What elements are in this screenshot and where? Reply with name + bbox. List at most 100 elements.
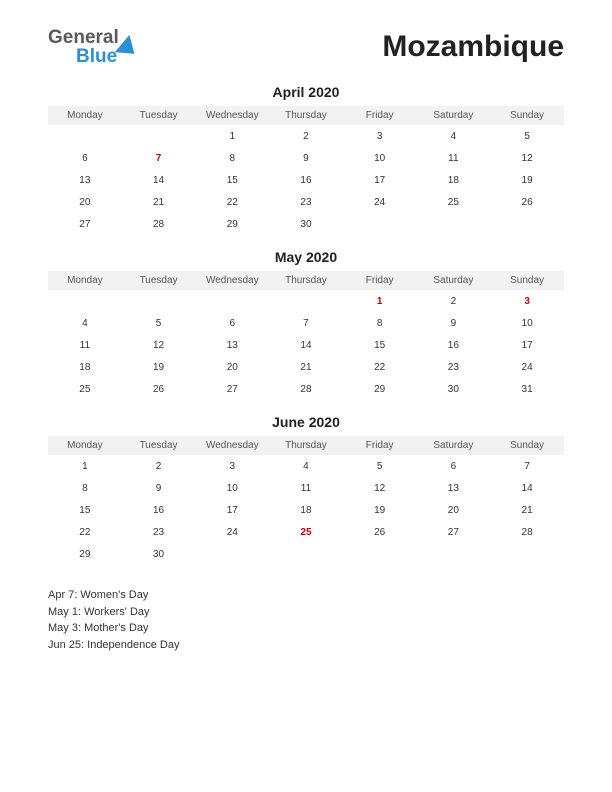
calendar-day-cell: 1 xyxy=(48,455,122,477)
calendar-day-cell: 6 xyxy=(48,147,122,169)
calendar-week-row: 22232425262728 xyxy=(48,521,564,543)
calendar-day-cell: 21 xyxy=(122,191,196,213)
calendar-day-cell: 3 xyxy=(195,455,269,477)
day-header: Monday xyxy=(48,436,122,455)
calendar-day-cell: 24 xyxy=(195,521,269,543)
calendar-day-cell: 19 xyxy=(122,356,196,378)
calendar-day-cell: 5 xyxy=(490,125,564,147)
calendar-week-row: 18192021222324 xyxy=(48,356,564,378)
calendar-day-cell: 11 xyxy=(269,477,343,499)
day-header: Saturday xyxy=(417,271,491,290)
day-header: Wednesday xyxy=(195,106,269,125)
calendar-week-row: 123 xyxy=(48,290,564,312)
logo-bottom: Blue xyxy=(48,47,119,66)
calendar-week-row: 1234567 xyxy=(48,455,564,477)
calendar-day-cell: 6 xyxy=(417,455,491,477)
calendar-day-cell: 23 xyxy=(122,521,196,543)
logo-top: General xyxy=(48,27,119,48)
calendar-day-cell: 9 xyxy=(122,477,196,499)
calendar-week-row: 15161718192021 xyxy=(48,499,564,521)
month-title: May 2020 xyxy=(48,249,564,265)
calendar-week-row: 25262728293031 xyxy=(48,378,564,400)
calendar-week-row: 11121314151617 xyxy=(48,334,564,356)
calendar-day-cell: 18 xyxy=(48,356,122,378)
calendar-day-cell: 12 xyxy=(122,334,196,356)
calendar-day-cell: 14 xyxy=(490,477,564,499)
calendar-day-cell xyxy=(343,543,417,565)
calendar-day-cell: 19 xyxy=(490,169,564,191)
calendar-day-cell: 11 xyxy=(48,334,122,356)
calendar-day-cell: 29 xyxy=(343,378,417,400)
calendar-day-cell xyxy=(122,290,196,312)
day-header: Saturday xyxy=(417,436,491,455)
calendar-day-cell: 2 xyxy=(269,125,343,147)
logo-triangle-icon xyxy=(115,34,139,54)
calendar-day-cell: 26 xyxy=(343,521,417,543)
calendar-day-cell: 18 xyxy=(269,499,343,521)
calendar-day-cell: 20 xyxy=(195,356,269,378)
month-block: April 2020 MondayTuesdayWednesdayThursday… xyxy=(48,84,564,235)
calendar-day-cell: 15 xyxy=(195,169,269,191)
calendar-day-cell: 4 xyxy=(48,312,122,334)
calendar-day-cell xyxy=(48,125,122,147)
day-header: Tuesday xyxy=(122,436,196,455)
day-header: Thursday xyxy=(269,271,343,290)
calendar-day-cell: 12 xyxy=(343,477,417,499)
calendar-day-cell: 21 xyxy=(490,499,564,521)
header-row: General Blue Mozambique xyxy=(48,28,564,66)
calendar-day-cell: 16 xyxy=(269,169,343,191)
month-block: June 2020MondayTuesdayWednesdayThursdayF… xyxy=(48,414,564,565)
calendar-day-cell: 10 xyxy=(195,477,269,499)
calendar-day-cell: 2 xyxy=(417,290,491,312)
calendar-day-cell: 20 xyxy=(48,191,122,213)
calendar-day-cell xyxy=(122,125,196,147)
holiday-line: May 3: Mother's Day xyxy=(48,620,564,637)
calendars-container: April 2020MondayTuesdayWednesdayThursday… xyxy=(48,84,564,565)
calendar-day-cell: 10 xyxy=(343,147,417,169)
calendar-day-cell: 10 xyxy=(490,312,564,334)
calendar-day-cell: 30 xyxy=(269,213,343,235)
calendar-day-cell: 4 xyxy=(269,455,343,477)
month-title: April 2020 xyxy=(48,84,564,100)
calendar-day-cell: 28 xyxy=(122,213,196,235)
calendar-day-cell: 25 xyxy=(417,191,491,213)
calendar-day-cell: 25 xyxy=(269,521,343,543)
calendar-day-cell: 13 xyxy=(195,334,269,356)
calendar-day-cell xyxy=(490,543,564,565)
calendar-week-row: 45678910 xyxy=(48,312,564,334)
calendar-week-row: 6789101112 xyxy=(48,147,564,169)
calendar-day-cell: 24 xyxy=(343,191,417,213)
calendar-table: MondayTuesdayWednesdayThursdayFridaySatu… xyxy=(48,106,564,235)
day-header: Monday xyxy=(48,106,122,125)
calendar-week-row: 12345 xyxy=(48,125,564,147)
holiday-line: May 1: Workers' Day xyxy=(48,604,564,621)
calendar-day-cell: 17 xyxy=(195,499,269,521)
calendar-table: MondayTuesdayWednesdayThursdayFridaySatu… xyxy=(48,271,564,400)
calendar-day-cell xyxy=(417,543,491,565)
holiday-line: Jun 25: Independence Day xyxy=(48,637,564,654)
calendar-day-cell: 7 xyxy=(269,312,343,334)
calendar-day-cell: 8 xyxy=(343,312,417,334)
day-header: Wednesday xyxy=(195,436,269,455)
calendar-day-cell: 13 xyxy=(48,169,122,191)
calendar-day-cell: 28 xyxy=(490,521,564,543)
calendar-day-cell: 22 xyxy=(343,356,417,378)
logo: General Blue xyxy=(48,28,137,66)
calendar-day-cell: 30 xyxy=(122,543,196,565)
day-header: Thursday xyxy=(269,106,343,125)
calendar-day-cell: 28 xyxy=(269,378,343,400)
calendar-day-cell: 5 xyxy=(122,312,196,334)
calendar-day-cell: 3 xyxy=(343,125,417,147)
calendar-day-cell: 11 xyxy=(417,147,491,169)
calendar-day-cell: 1 xyxy=(343,290,417,312)
day-header: Sunday xyxy=(490,271,564,290)
calendar-day-cell: 4 xyxy=(417,125,491,147)
calendar-day-cell xyxy=(269,543,343,565)
day-header: Wednesday xyxy=(195,271,269,290)
calendar-day-cell: 14 xyxy=(122,169,196,191)
calendar-day-cell: 24 xyxy=(490,356,564,378)
calendar-day-cell xyxy=(343,213,417,235)
calendar-week-row: 2930 xyxy=(48,543,564,565)
calendar-day-cell: 15 xyxy=(343,334,417,356)
calendar-day-cell: 27 xyxy=(417,521,491,543)
